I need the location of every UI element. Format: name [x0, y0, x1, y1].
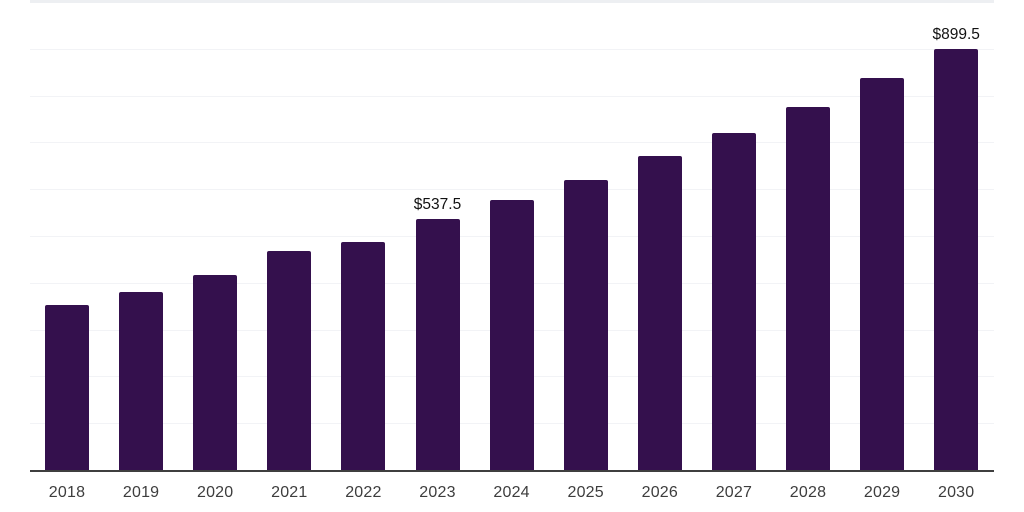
x-tick-label-2023: 2023: [419, 484, 456, 501]
x-tick-label-2028: 2028: [789, 484, 827, 501]
gridline-600: [30, 189, 994, 191]
bar-2018: [45, 305, 89, 470]
x-axis-line: [30, 470, 994, 472]
bar-2023: [415, 218, 460, 470]
bar-2019: [119, 292, 164, 470]
bar-2024: [489, 200, 534, 470]
gridline-800: [30, 95, 994, 97]
bar-2027: [711, 133, 756, 470]
bar-2029: [860, 78, 905, 470]
gridline-900: [30, 48, 994, 50]
x-tick-label-2026: 2026: [641, 484, 678, 501]
bar-2026: [637, 156, 682, 470]
x-tick-label-2022: 2022: [345, 484, 382, 501]
plot-area: 2018 2019 2020 2021 2022 2023 2024 2025 2026 2027…: [30, 0, 994, 512]
bar-2030: [934, 49, 979, 470]
bar-2028: [786, 107, 830, 470]
bar-2025: [563, 179, 608, 470]
x-tick-label-2021: 2021: [271, 484, 308, 501]
x-tick-label-2025: 2025: [567, 484, 604, 501]
x-tick-label-2030: 2030: [937, 484, 975, 501]
gridline-700: [30, 142, 994, 144]
x-tick-label-2018: 2018: [48, 484, 86, 501]
x-tick-label-2027: 2027: [715, 484, 753, 501]
x-tick-label-2020: 2020: [196, 484, 234, 501]
x-tick-label-2019: 2019: [122, 484, 160, 501]
bar-2021: [267, 250, 312, 470]
data-label-2030: $899.5: [932, 26, 980, 43]
data-label-2023: $537.5: [413, 195, 462, 213]
x-tick-label-2024: 2024: [493, 484, 530, 501]
bar-2020: [193, 275, 238, 470]
bar-2022: [341, 242, 386, 470]
x-tick-label-2029: 2029: [863, 484, 901, 501]
chart-top-border: [30, 0, 994, 3]
